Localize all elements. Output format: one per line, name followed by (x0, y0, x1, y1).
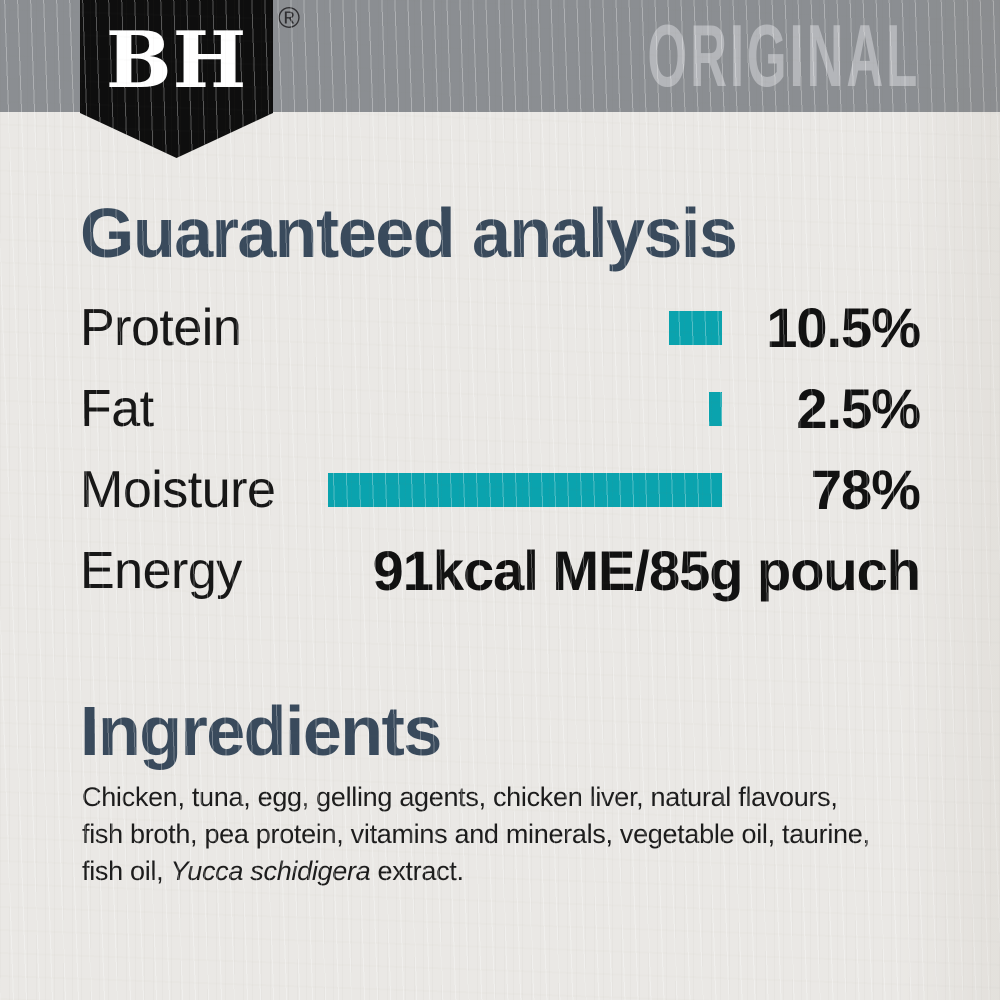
ingredients-line: fish broth, pea protein, vitamins and mi… (82, 816, 962, 853)
analysis-row: Protein 10.5% (80, 287, 921, 368)
ingredients-text: Chicken, tuna, egg, gelling agents, chic… (82, 779, 962, 890)
analysis-value: 2.5% (796, 376, 921, 440)
guaranteed-analysis-table: Protein 10.5% Fat 2.5% Moisture 78% Energy 91kc… (80, 287, 921, 611)
analysis-value: 10.5% (766, 295, 921, 359)
ingredients-title: Ingredients (80, 692, 442, 770)
product-variant-label: ORIGINAL (647, 6, 920, 105)
analysis-bar (328, 472, 722, 507)
ingredients-line: fish oil, Yucca schidigera extract. (82, 853, 962, 890)
analysis-row: Moisture 78% (80, 449, 921, 530)
brand-badge: BH (80, 0, 273, 158)
ingredient-species-italic: Yucca schidigera (170, 856, 371, 886)
guaranteed-analysis-title: Guaranteed analysis (80, 194, 738, 272)
analysis-label: Moisture (80, 460, 276, 519)
ingredients-line: Chicken, tuna, egg, gelling agents, chic… (82, 779, 962, 816)
product-variant: ORIGINAL (450, 0, 920, 112)
analysis-value: 91kcal ME/85g pouch (372, 538, 921, 602)
analysis-label: Protein (80, 298, 242, 357)
brand-logo-text: BH (105, 15, 248, 106)
analysis-bar (709, 391, 722, 426)
ingredient-text-part: extract. (370, 856, 464, 886)
analysis-label: Energy (80, 541, 242, 600)
analysis-label: Fat (80, 379, 154, 438)
analysis-row: Energy 91kcal ME/85g pouch (80, 530, 921, 611)
analysis-bar (669, 310, 722, 345)
registered-trademark-icon: ® (278, 2, 301, 35)
analysis-row: Fat 2.5% (80, 368, 921, 449)
ingredient-text-part: Chicken, tuna, egg, gelling agents, chic… (82, 782, 838, 812)
ingredient-text-part: fish oil, (82, 856, 171, 886)
ingredient-text-part: fish broth, pea protein, vitamins and mi… (82, 819, 870, 849)
analysis-value: 78% (810, 457, 921, 521)
